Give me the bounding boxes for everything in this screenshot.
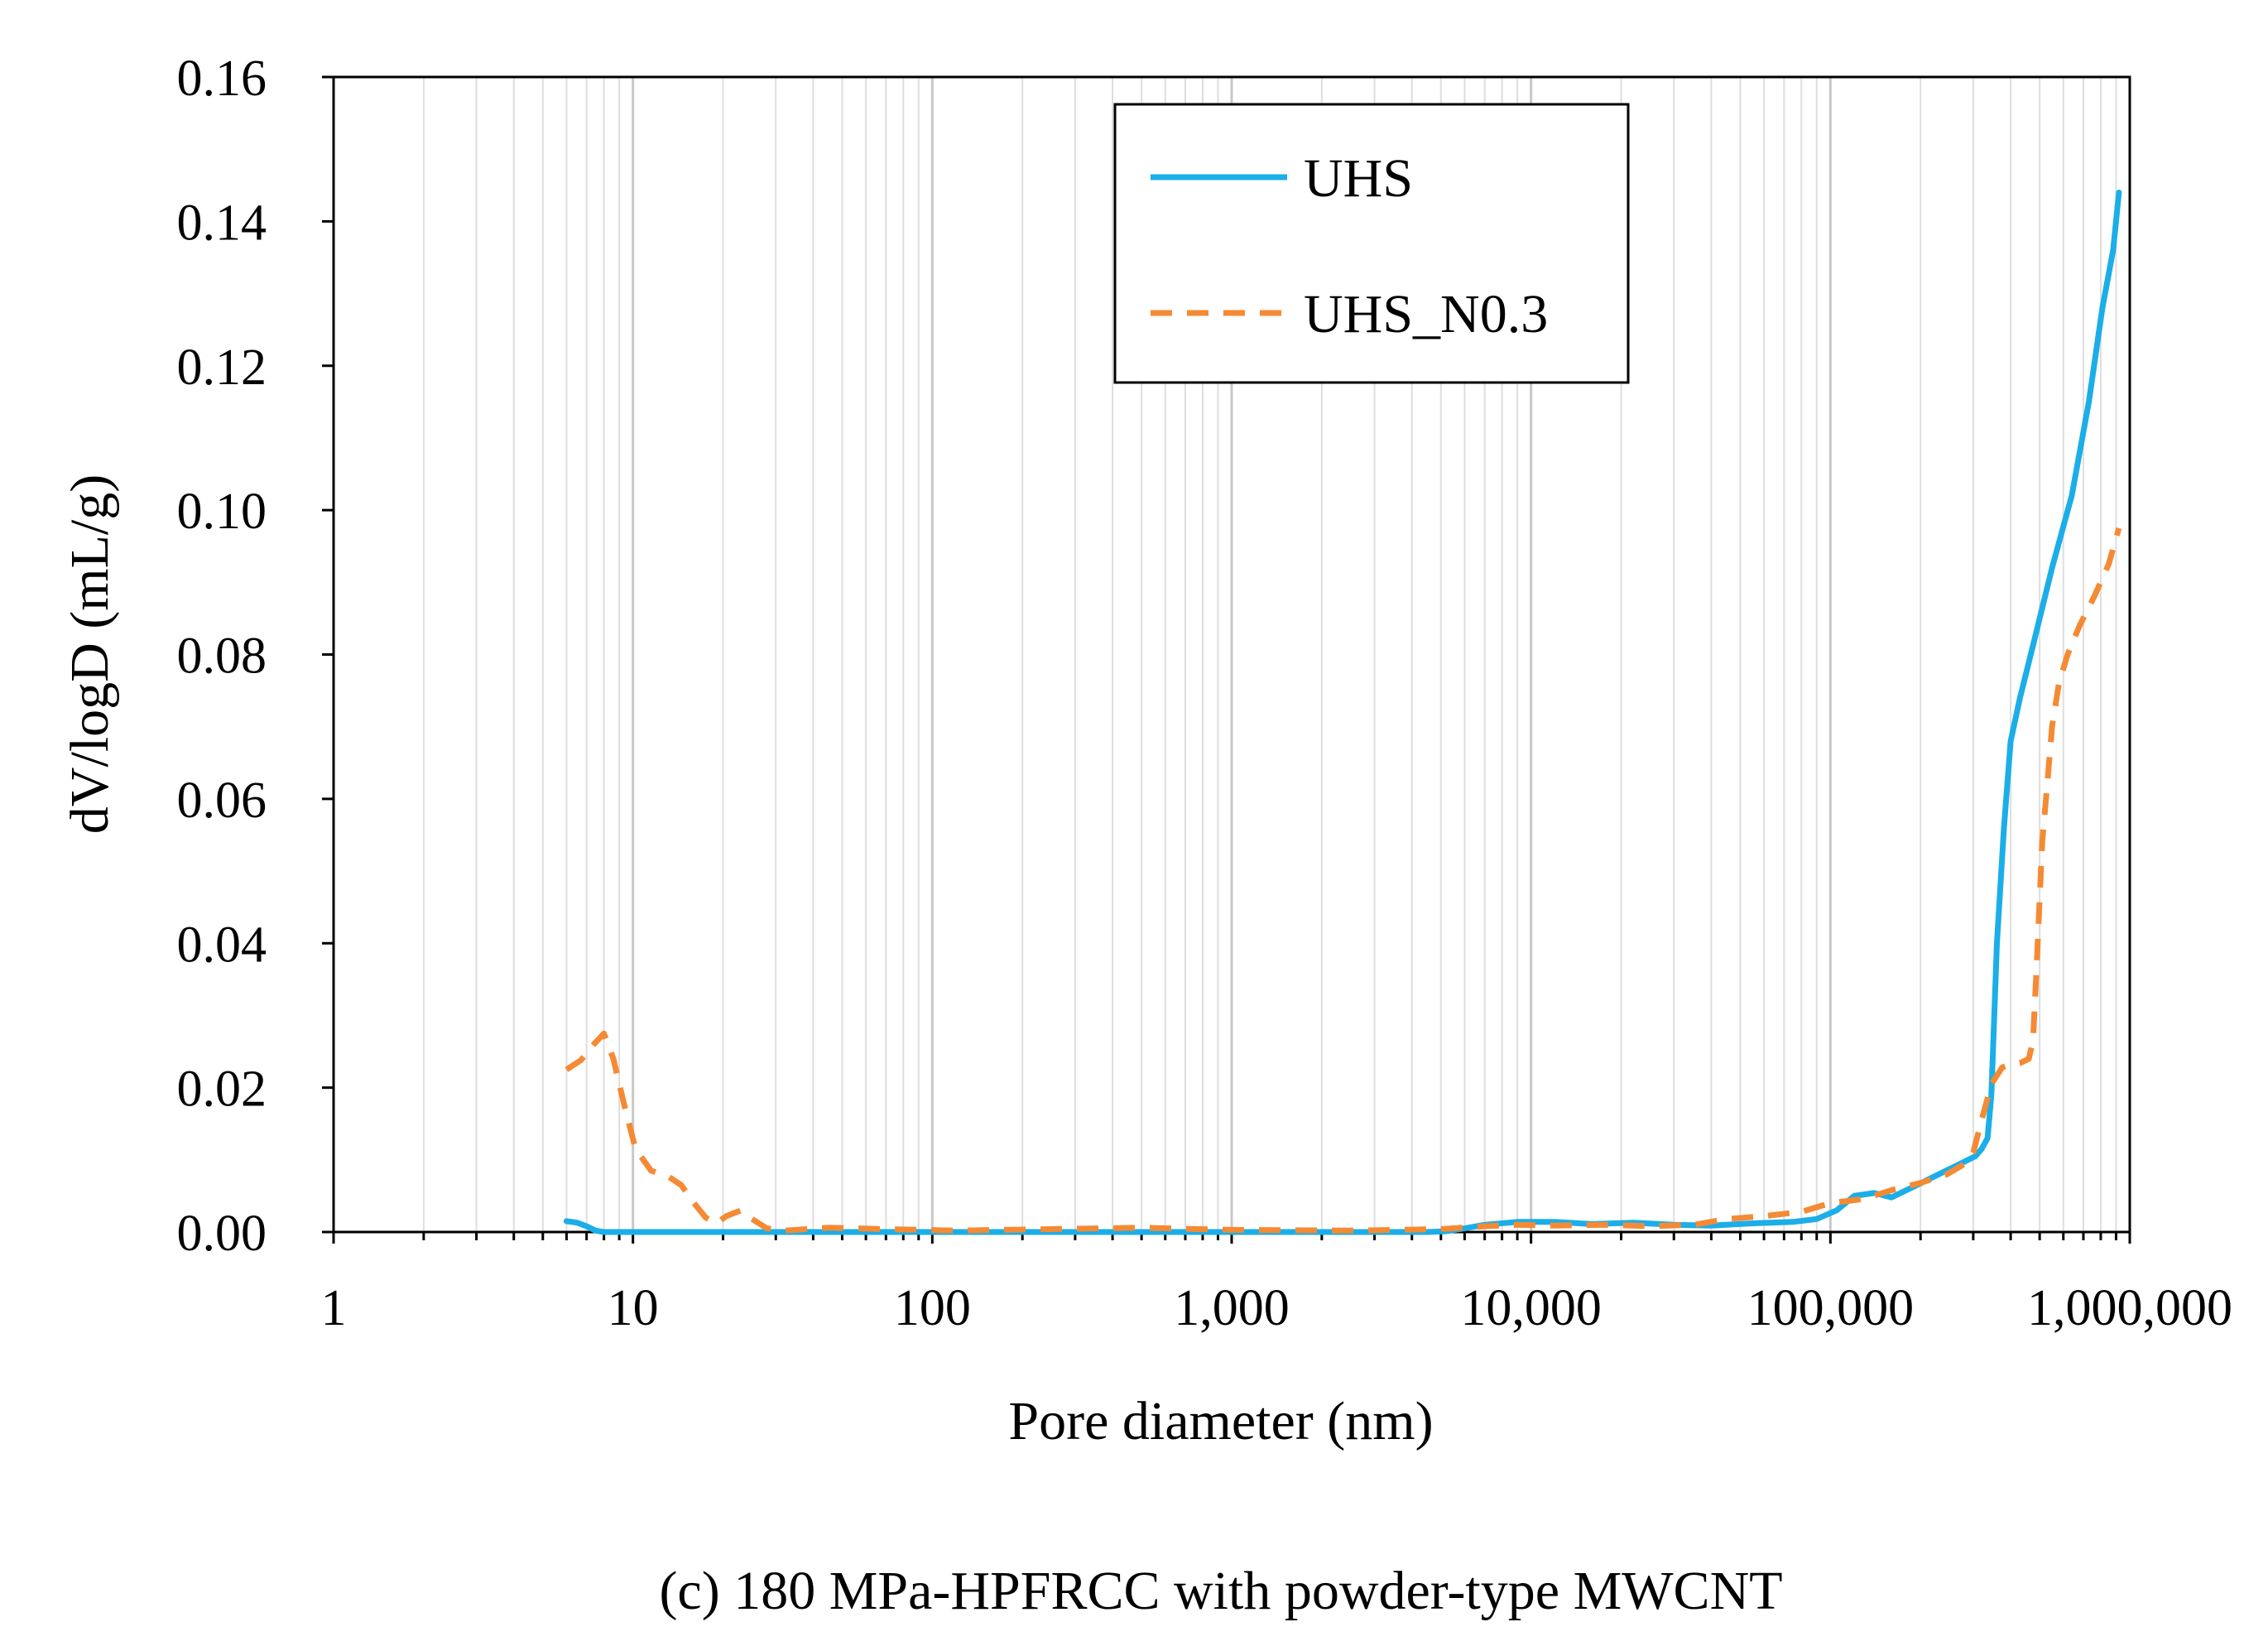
series-lines <box>563 190 2122 1235</box>
figure-caption: (c) 180 MPa-HPFRCC with powder-type MWCN… <box>659 1561 1782 1621</box>
x-tick-label: 100 <box>894 1280 971 1336</box>
y-tick-label: 0.16 <box>177 51 267 107</box>
x-tick-label: 10,000 <box>1460 1280 1602 1336</box>
y-tick-label: 0.00 <box>177 1206 267 1262</box>
legend: UHS UHS_N0.3 <box>1113 103 1630 384</box>
y-tick-label: 0.08 <box>177 628 267 685</box>
y-tick-label: 0.04 <box>177 917 267 973</box>
legend-label-uhs-n0-3: UHS_N0.3 <box>1304 284 1548 344</box>
x-tick-label: 10 <box>608 1280 659 1336</box>
series-line-uhs-n0-3 <box>565 527 2122 1234</box>
x-tick-label: 100,000 <box>1747 1280 1915 1336</box>
y-tick-label: 0.14 <box>177 195 267 251</box>
legend-box <box>1113 103 1630 384</box>
x-axis-title: Pore diameter (nm) <box>1008 1391 1433 1451</box>
y-tick-label: 0.12 <box>177 339 267 396</box>
x-tick-label: 1 <box>321 1280 347 1336</box>
y-tick-labels: 0.00 0.02 0.04 0.06 0.08 0.10 0.12 0.14 0.16 <box>177 51 267 1262</box>
legend-label-uhs: UHS <box>1304 148 1413 209</box>
y-tick-label: 0.10 <box>177 484 267 540</box>
y-tick-label: 0.06 <box>177 772 267 829</box>
y-tick-label: 0.02 <box>177 1061 267 1118</box>
x-tick-label: 1,000,000 <box>2027 1280 2232 1336</box>
x-tick-labels: 1 10 100 1,000 10,000 100,000 1,000,000 <box>321 1280 2233 1336</box>
x-tick-label: 1,000 <box>1174 1280 1290 1336</box>
gridlines <box>422 77 2117 1232</box>
y-axis-title: dV/logD (mL/g) <box>60 474 120 834</box>
